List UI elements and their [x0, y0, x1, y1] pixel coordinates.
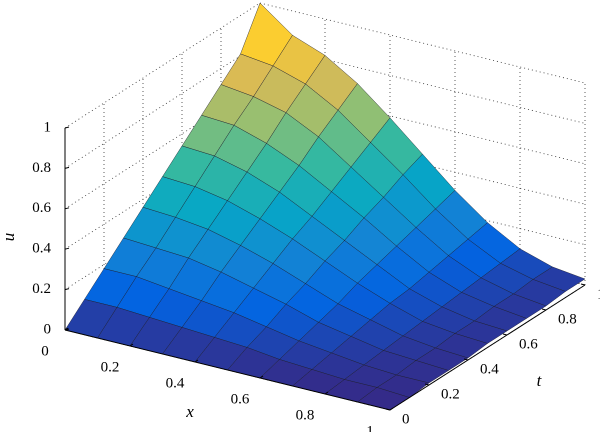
y-tick — [502, 333, 508, 336]
t-tick-label: 0 — [402, 411, 410, 427]
z-tick — [64, 126, 70, 129]
y-tick — [463, 358, 469, 361]
axes: 0 0.2 0.4 0.6 0.8 1 0 0.2 0.4 0.6 0.8 1 0 0.2 0.4 0.6 0.… — [32, 119, 600, 432]
t-tick-label: 1 — [597, 286, 600, 302]
y-tick — [580, 283, 586, 286]
x-tick-label: 0.6 — [231, 391, 250, 407]
x-tick — [389, 407, 394, 411]
y-tick — [541, 308, 547, 311]
x-tick-label: 0.4 — [166, 375, 185, 391]
z-tick — [64, 247, 70, 250]
t-tick-label: 0.2 — [441, 386, 460, 402]
x-tick-label: 0 — [41, 343, 49, 359]
u-tick-label: 0 — [44, 321, 52, 337]
x-tick — [324, 391, 329, 395]
u-tick-label: 0.6 — [32, 200, 51, 216]
x-axis-label: x — [185, 402, 194, 421]
u-tick-label: 0.8 — [32, 160, 51, 176]
x-axis-line — [64, 329, 391, 411]
u-axis-label: u — [0, 233, 18, 242]
u-tick-label: 0.4 — [32, 241, 51, 257]
x-tick — [129, 343, 134, 347]
z-tick — [64, 288, 70, 291]
y-tick — [424, 383, 430, 386]
x-tick-label: 0.8 — [296, 407, 315, 423]
x-tick-label: 0.2 — [101, 359, 120, 375]
u-tick-label: 1 — [44, 119, 52, 135]
t-tick-label: 0.8 — [558, 311, 577, 327]
surface — [64, 2, 586, 411]
t-axis-label: t — [537, 371, 543, 390]
t-tick-label: 0.4 — [480, 361, 499, 377]
t-tick-label: 0.6 — [519, 336, 538, 352]
z-tick — [64, 328, 70, 331]
z-tick — [64, 207, 70, 210]
x-tick — [259, 375, 264, 379]
x-tick-label: 1 — [366, 423, 374, 432]
u-tick-label: 0.2 — [32, 281, 51, 297]
z-tick — [64, 166, 70, 169]
x-tick — [194, 359, 199, 363]
t-axis-line — [389, 284, 586, 411]
y-tick — [385, 408, 391, 411]
